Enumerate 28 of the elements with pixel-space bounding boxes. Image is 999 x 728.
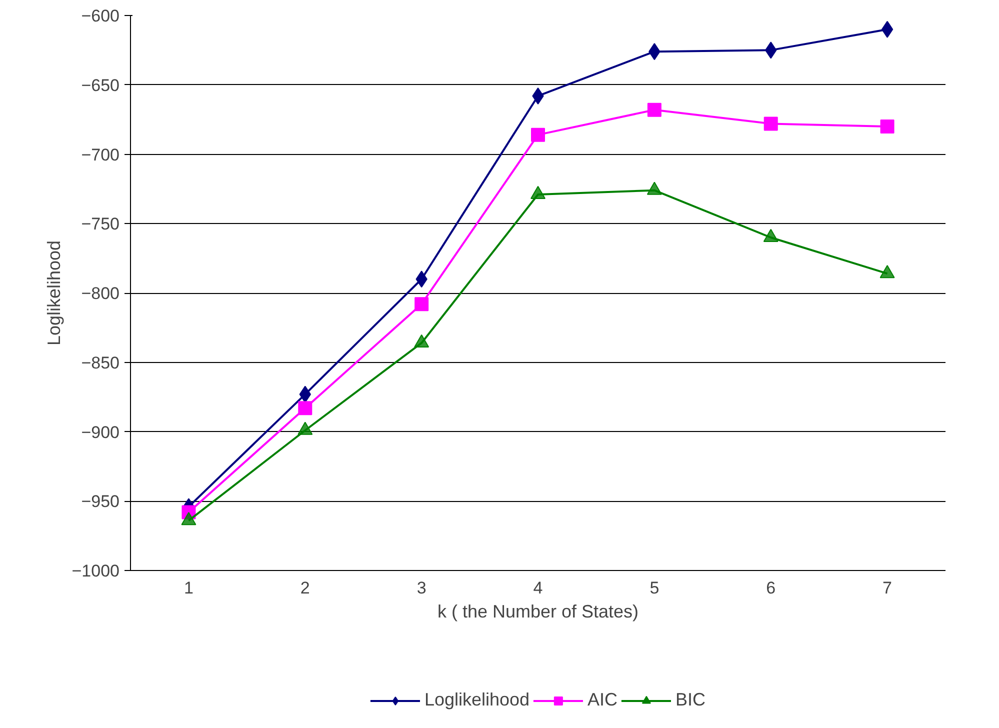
- point: [880, 120, 894, 134]
- y-tick-label: −750: [81, 214, 120, 234]
- point: [414, 297, 429, 312]
- x-tick-label: 5: [650, 578, 660, 598]
- y-tick-label: −1000: [72, 562, 120, 580]
- legend-label: BIC: [676, 690, 706, 710]
- x-tick-label: 3: [416, 578, 426, 598]
- y-tick-label: −800: [81, 284, 120, 303]
- x-tick-label: 1: [184, 578, 194, 598]
- x-tick-label: 2: [300, 578, 310, 598]
- point: [764, 116, 778, 131]
- point: [298, 401, 312, 416]
- legend-label: Loglikelihood: [424, 690, 530, 710]
- point: [881, 20, 894, 38]
- y-tick-label: −650: [81, 76, 120, 95]
- x-tick-label: 6: [766, 578, 776, 598]
- legend-label: AIC: [588, 690, 618, 710]
- point: [647, 102, 662, 117]
- y-tick-label: −850: [81, 353, 120, 372]
- y-tick-label: −900: [81, 422, 120, 442]
- y-tick-label: −700: [81, 145, 120, 164]
- point: [531, 128, 545, 142]
- y-tick-label: −950: [81, 492, 120, 512]
- y-tick-label: −600: [81, 6, 120, 26]
- x-axis-title: k ( the Number of States): [437, 602, 639, 622]
- y-axis-title: Loglikelihood: [44, 240, 64, 346]
- x-tick-label: 4: [533, 578, 543, 598]
- x-tick-label: 7: [882, 578, 892, 598]
